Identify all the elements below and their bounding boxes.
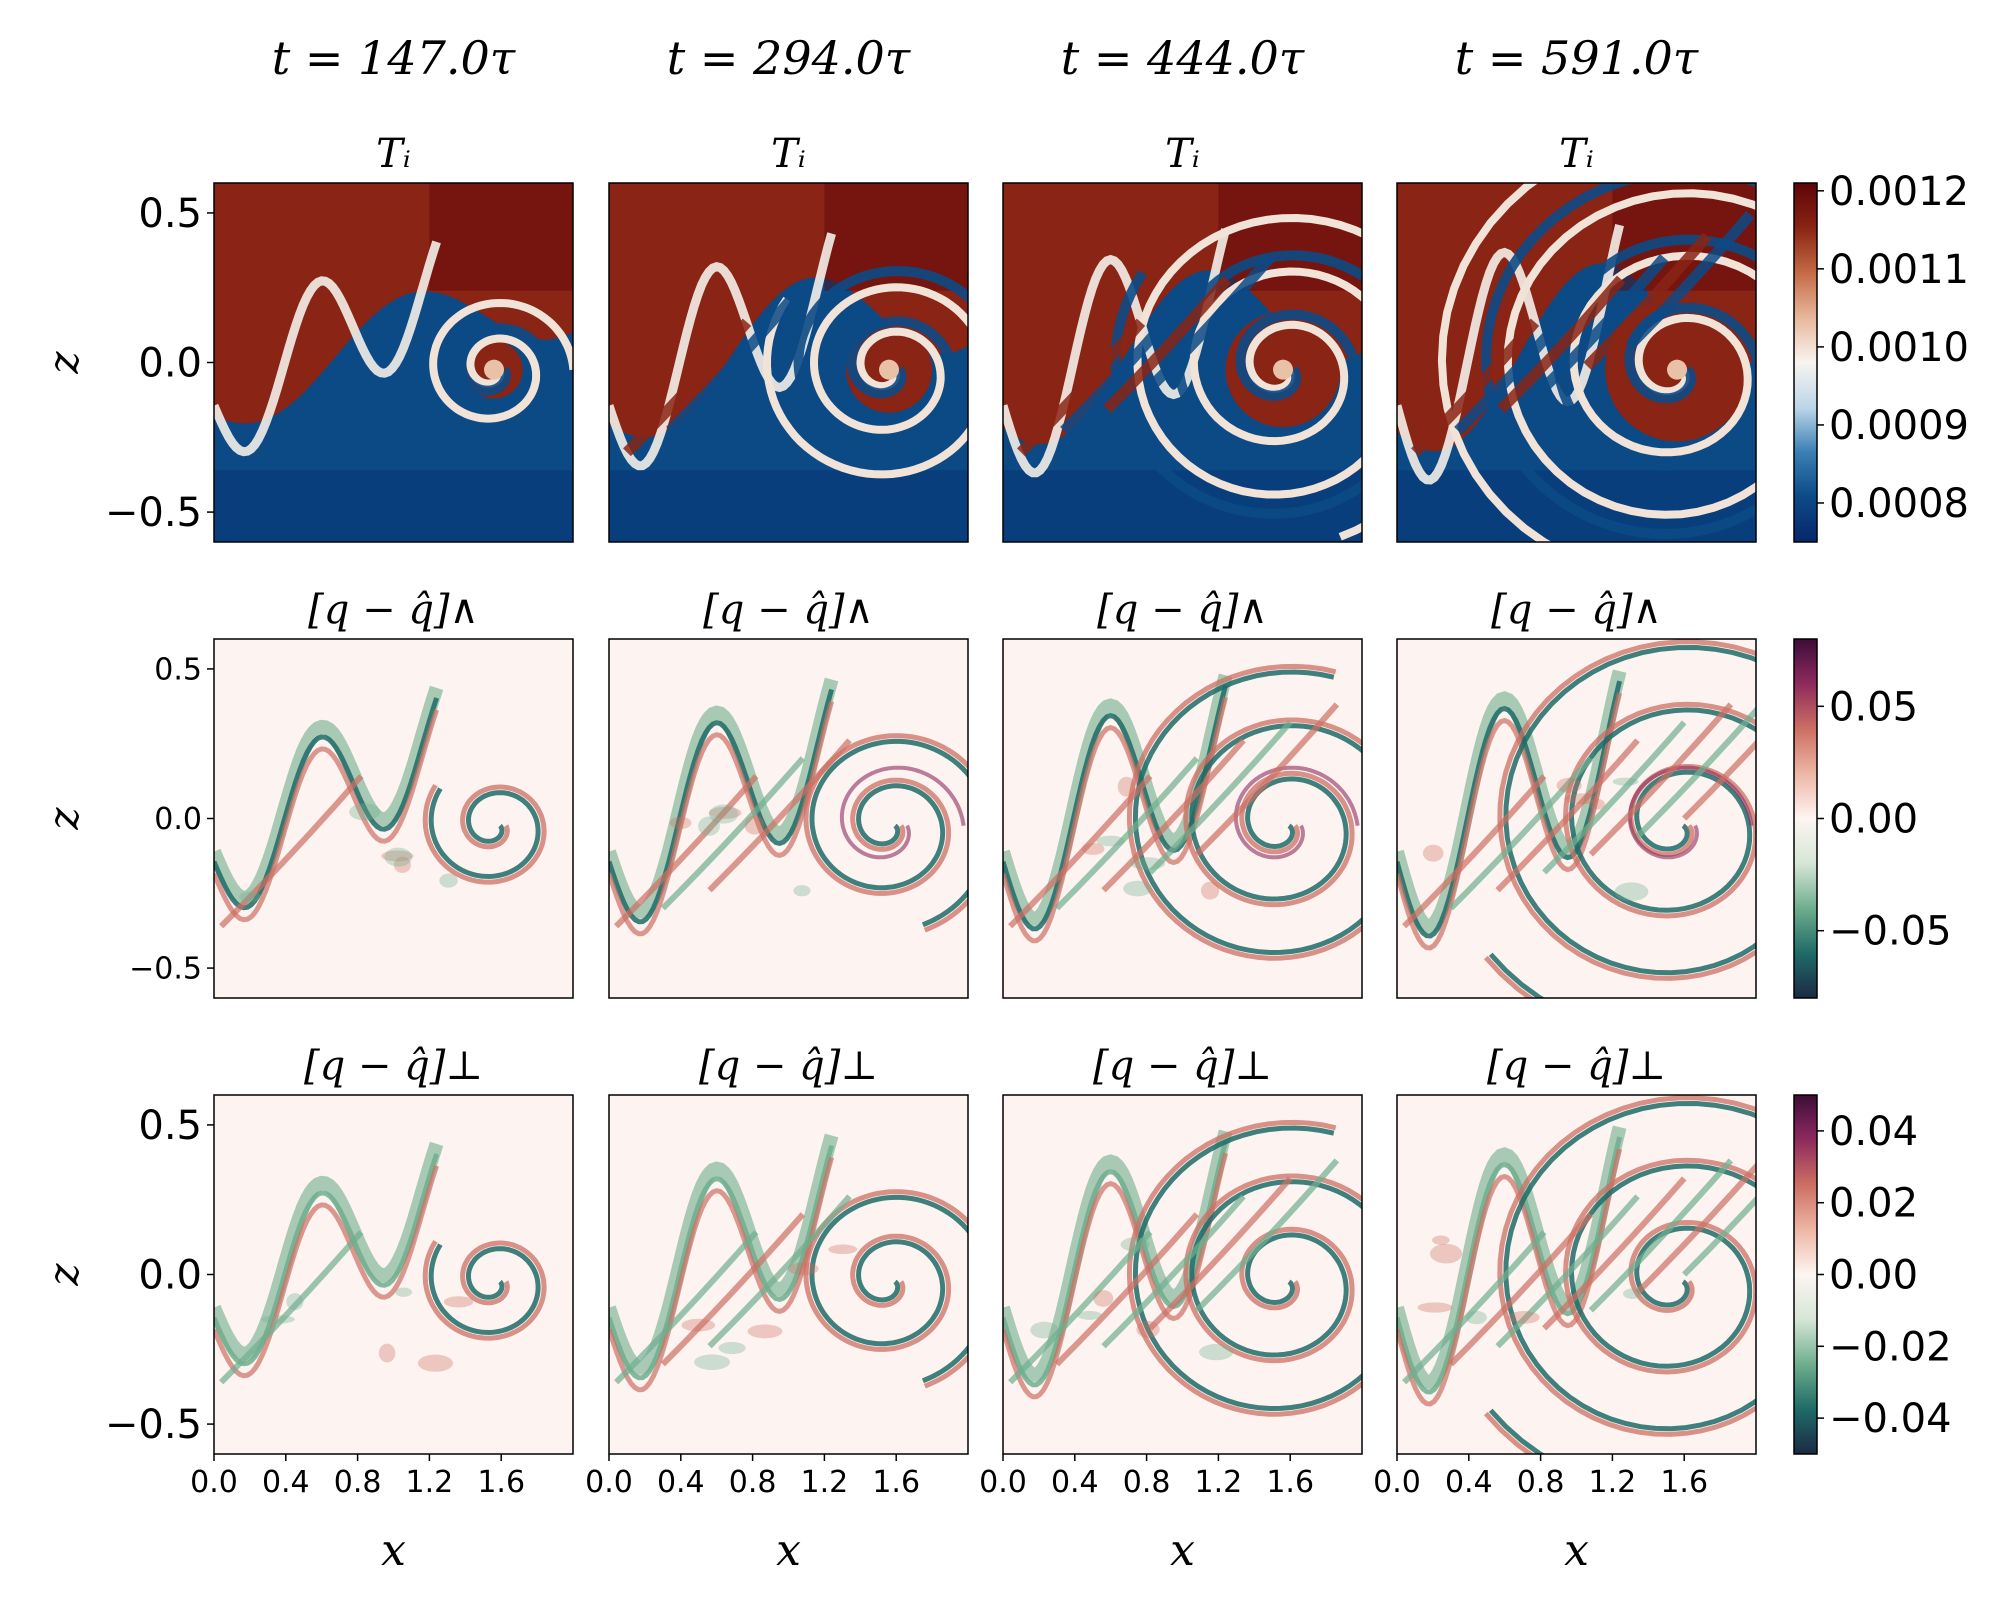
time-title: t = 147.0τ: [272, 31, 517, 85]
panel-title: [q − q̂]∧: [703, 587, 874, 633]
panel-title: Tᵢ: [771, 131, 806, 177]
panel-title: [q − q̂]⊥: [699, 1043, 878, 1089]
x-tick-label: 0.0: [979, 1465, 1027, 1500]
colorbar: 0.04 0.02 0.00 −0.02 −0.04: [1793, 1094, 1952, 1455]
panel-title: [q − q̂]∧: [308, 587, 479, 633]
x-tick-label: 1.6: [477, 1465, 525, 1500]
y-axis-label: z: [39, 807, 88, 831]
time-title: t = 591.0τ: [1455, 31, 1700, 85]
x-tick-label: 0.8: [1517, 1465, 1565, 1500]
x-tick-label: 0.4: [657, 1465, 705, 1500]
colorbar-tick-label: 0.00: [1829, 797, 1918, 843]
panel-frame: [608, 1094, 969, 1455]
panel-title: Tᵢ: [1559, 131, 1594, 177]
x-tick-label: 1.6: [1266, 1465, 1314, 1500]
heatmap-panel: Tᵢ: [608, 131, 969, 543]
panel-title: [q − q̂]∧: [1097, 587, 1268, 633]
x-tick-label: 0.8: [729, 1465, 777, 1500]
panel-title: Tᵢ: [376, 131, 411, 177]
x-axis-label: x: [776, 1525, 801, 1576]
y-tick-label: 0.0: [138, 341, 202, 387]
colorbar-gradient: [1793, 182, 1818, 543]
time-title: t = 294.0τ: [667, 31, 912, 85]
heatmap-panel: [q − q̂]∧: [608, 587, 969, 999]
panel-frame: [1396, 182, 1757, 543]
colorbar-tick-label: −0.05: [1829, 909, 1952, 955]
x-axis-label: x: [381, 1525, 406, 1576]
x-tick-label: 1.2: [406, 1465, 454, 1500]
x-axis-label: x: [1170, 1525, 1195, 1576]
x-tick-label: 1.2: [801, 1465, 849, 1500]
x-tick-label: 0.8: [1123, 1465, 1171, 1500]
panel-frame: [1002, 182, 1363, 543]
heatmap-panel: [q − q̂]∧ 0.5 0.0 −0.5 z: [39, 587, 574, 999]
x-tick-label: 1.2: [1589, 1465, 1637, 1500]
panel-frame: [1396, 1094, 1757, 1455]
y-tick-label: 0.0: [154, 802, 202, 837]
heatmap-panel: [q − q̂]⊥ 0.0 0.4 0.8 1.2 1.6 x: [585, 1043, 969, 1576]
panel-title: Tᵢ: [1165, 131, 1200, 177]
colorbar-tick-label: 0.04: [1829, 1109, 1918, 1155]
heatmap-panel: [q − q̂]⊥ 0.0 0.4 0.8 1.2 1.6 x: [979, 1043, 1363, 1576]
y-tick-label: −0.5: [129, 952, 202, 987]
colorbar-tick-label: 0.02: [1829, 1181, 1918, 1227]
heatmap-panel: [q − q̂]⊥ 0.5 0.0 −0.5 z 0.0 0.4 0.8 1.2 1.6 x: [39, 1043, 574, 1576]
colorbar-tick-label: 0.0008: [1829, 481, 1969, 527]
colorbar-tick-label: 0.0011: [1829, 247, 1969, 293]
panel-frame: [1396, 638, 1757, 999]
heatmap-panel: Tᵢ 0.5 0.0 −0.5 z: [39, 131, 574, 543]
panel-frame: [608, 182, 969, 543]
x-tick-label: 0.4: [262, 1465, 310, 1500]
panel-title: [q − q̂]⊥: [1093, 1043, 1272, 1089]
x-tick-label: 0.4: [1445, 1465, 1493, 1500]
y-axis-label: z: [39, 1263, 88, 1287]
x-tick-label: 1.2: [1195, 1465, 1243, 1500]
heatmap-panel: [q − q̂]∧: [1396, 587, 1757, 999]
panel-frame: [1002, 1094, 1363, 1455]
time-title: t = 444.0τ: [1061, 31, 1306, 85]
heatmap-panel: Tᵢ: [1396, 131, 1757, 543]
colorbar-tick-label: 0.05: [1829, 684, 1918, 730]
x-axis-label: x: [1564, 1525, 1589, 1576]
y-tick-label: −0.5: [105, 490, 202, 536]
panel-frame: [1002, 638, 1363, 999]
colorbar-tick-label: −0.04: [1829, 1396, 1952, 1442]
heatmap-panel: [q − q̂]⊥ 0.0 0.4 0.8 1.2 1.6 x: [1373, 1043, 1757, 1576]
x-tick-label: 0.0: [585, 1465, 633, 1500]
panel-frame: [608, 638, 969, 999]
y-tick-label: −0.5: [105, 1402, 202, 1448]
heatmap-panel: [q − q̂]∧: [1002, 587, 1363, 999]
y-tick-label: 0.5: [138, 1103, 202, 1149]
colorbar-tick-label: 0.0010: [1829, 325, 1969, 371]
colorbar-tick-label: 0.0009: [1829, 403, 1969, 449]
colorbar-gradient: [1793, 638, 1818, 999]
colorbar-tick-label: 0.0012: [1829, 169, 1969, 215]
x-tick-label: 0.0: [1373, 1465, 1421, 1500]
panel-title: [q − q̂]∧: [1491, 587, 1662, 633]
y-axis-label: z: [39, 351, 88, 375]
colorbar-tick-label: −0.02: [1829, 1324, 1952, 1370]
y-tick-label: 0.5: [138, 191, 202, 237]
x-tick-label: 1.6: [872, 1465, 920, 1500]
x-tick-label: 0.0: [190, 1465, 238, 1500]
panel-title: [q − q̂]⊥: [1487, 1043, 1666, 1089]
panel-title: [q − q̂]⊥: [304, 1043, 483, 1089]
y-tick-label: 0.0: [138, 1253, 202, 1299]
colorbar: 0.05 0.00 −0.05: [1793, 638, 1952, 999]
colorbar: 0.0012 0.0011 0.0010 0.0009 0.0008: [1793, 169, 1969, 543]
colorbar-tick-label: 0.00: [1829, 1253, 1918, 1299]
colorbar-gradient: [1793, 1094, 1818, 1455]
x-tick-label: 1.6: [1660, 1465, 1708, 1500]
heatmap-panel: Tᵢ: [1002, 131, 1363, 543]
x-tick-label: 0.8: [334, 1465, 382, 1500]
y-tick-label: 0.5: [154, 652, 202, 687]
x-tick-label: 0.4: [1051, 1465, 1099, 1500]
